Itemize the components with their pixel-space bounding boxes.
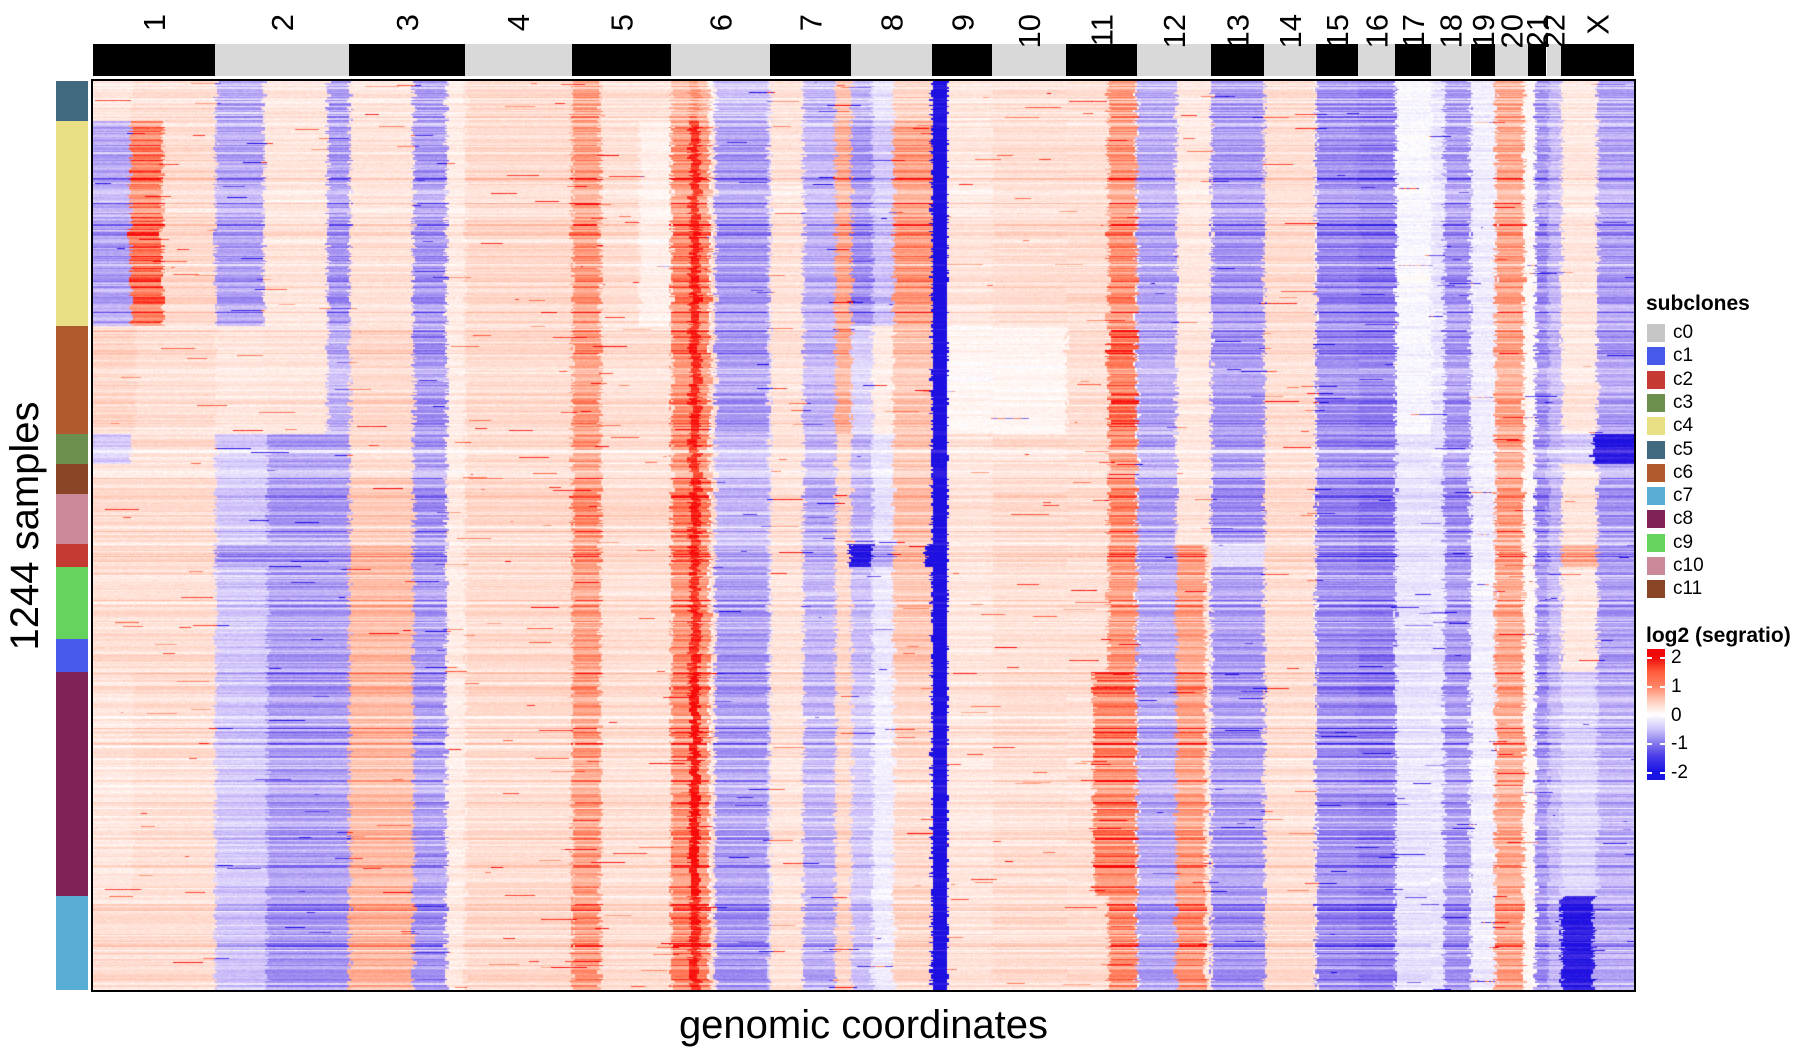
svg-text:18: 18 bbox=[1434, 14, 1469, 48]
svg-text:19: 19 bbox=[1466, 14, 1501, 48]
svg-text:15: 15 bbox=[1320, 14, 1355, 48]
svg-text:13: 13 bbox=[1220, 14, 1255, 48]
svg-text:21: 21 bbox=[1520, 14, 1555, 48]
svg-text:5: 5 bbox=[604, 14, 639, 31]
svg-text:14: 14 bbox=[1273, 14, 1308, 48]
svg-text:X: X bbox=[1581, 14, 1616, 35]
svg-text:9: 9 bbox=[945, 14, 980, 31]
svg-text:20: 20 bbox=[1495, 14, 1530, 48]
svg-text:1244 samples: 1244 samples bbox=[3, 401, 47, 650]
svg-text:2: 2 bbox=[265, 14, 300, 31]
svg-text:6: 6 bbox=[703, 14, 738, 31]
svg-text:10: 10 bbox=[1012, 14, 1047, 48]
svg-text:22: 22 bbox=[1537, 14, 1572, 48]
svg-text:11: 11 bbox=[1085, 14, 1120, 46]
svg-text:16: 16 bbox=[1360, 14, 1395, 48]
svg-text:17: 17 bbox=[1396, 14, 1431, 48]
svg-text:3: 3 bbox=[390, 14, 425, 31]
svg-text:1: 1 bbox=[137, 14, 172, 31]
svg-text:12: 12 bbox=[1157, 14, 1192, 48]
svg-text:4: 4 bbox=[501, 14, 536, 31]
svg-text:7: 7 bbox=[793, 14, 828, 31]
svg-text:8: 8 bbox=[875, 14, 910, 31]
